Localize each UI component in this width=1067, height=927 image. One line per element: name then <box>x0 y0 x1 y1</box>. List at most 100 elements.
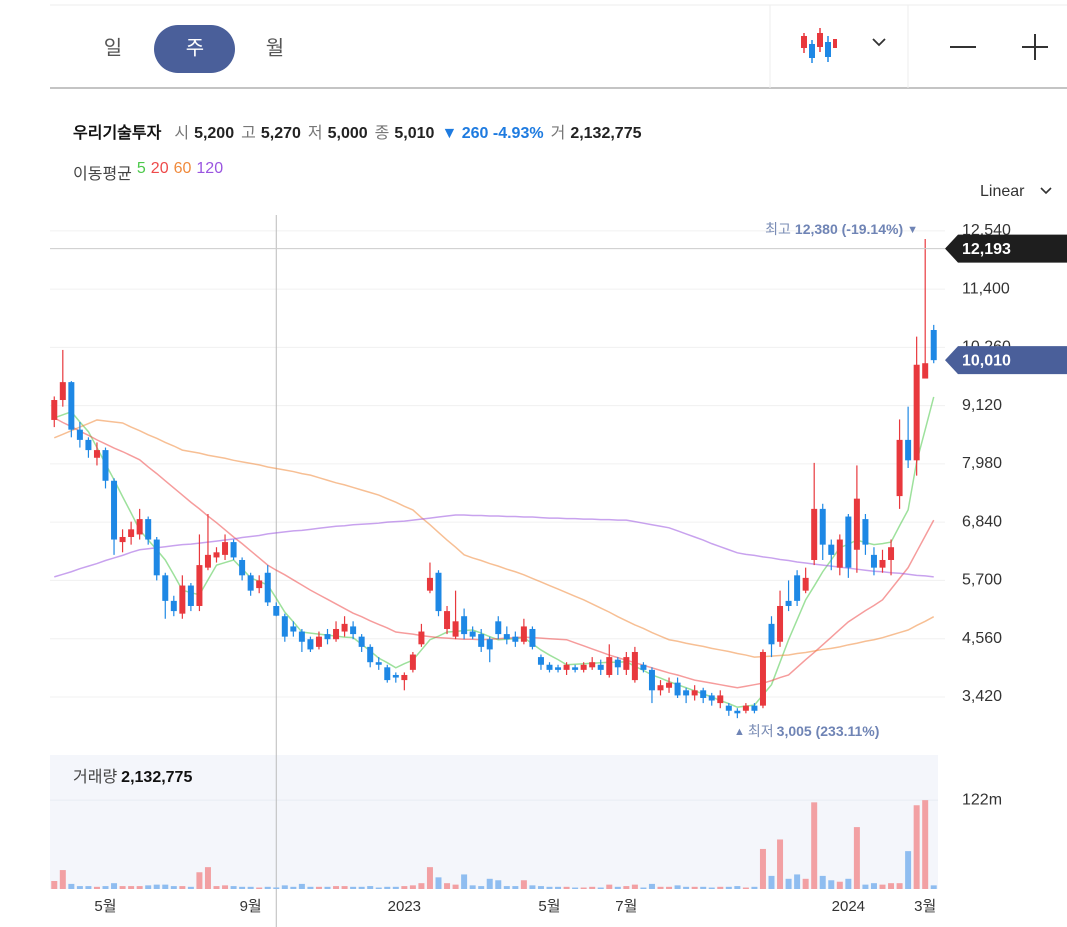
candle-body <box>409 654 416 670</box>
candle-body <box>444 611 451 629</box>
volume-bar <box>879 884 886 889</box>
stock-name: 우리기술투자 <box>73 125 162 142</box>
last-price-label: 10,010 <box>962 352 1011 369</box>
ma-legend: 이동평균 5 20 60 120 <box>73 160 223 184</box>
volume-bar <box>478 886 485 889</box>
candle-body <box>922 363 929 379</box>
icon[interactable] <box>825 42 831 57</box>
low-label: 저 <box>307 125 323 142</box>
chevron[interactable] <box>872 38 886 47</box>
y-tick-label: 11,400 <box>962 280 1010 297</box>
y-tick-label: 5,700 <box>962 572 1002 589</box>
scale-label[interactable]: Linear <box>980 183 1025 200</box>
note-marker: ▼ <box>907 224 918 236</box>
candle-body <box>367 646 374 663</box>
volume-bar <box>85 886 92 889</box>
volume-bar <box>281 885 288 889</box>
tab-month[interactable]: 월 <box>266 36 284 59</box>
candle-body <box>520 626 527 642</box>
volume-bar <box>572 887 579 889</box>
volume-bar <box>759 848 766 889</box>
tab-day[interactable]: 일 <box>104 36 122 59</box>
candle-body <box>785 600 792 606</box>
tab-label[interactable]: 일 <box>104 36 122 59</box>
icon[interactable] <box>817 33 823 47</box>
volume-bar <box>384 886 391 889</box>
candle-body <box>358 636 365 647</box>
candle-body <box>683 690 690 696</box>
volume-bar <box>307 886 314 889</box>
icon[interactable] <box>809 44 815 58</box>
candle-body <box>341 623 348 632</box>
candle-body <box>623 657 630 670</box>
candle-body <box>862 519 869 545</box>
volume-bar <box>375 887 382 889</box>
volume-bar <box>51 880 58 889</box>
volume-bar <box>768 875 775 889</box>
volume-bar <box>657 886 664 889</box>
volume-bar <box>145 885 152 889</box>
chevron[interactable] <box>1040 187 1052 195</box>
x-tick-label: 7월 <box>615 898 637 915</box>
candle-body <box>119 536 126 543</box>
candle-body <box>401 674 408 681</box>
candle-body <box>819 508 826 545</box>
volume-bar <box>836 881 843 889</box>
x-tick-label: 2023 <box>388 898 421 915</box>
volume-bar <box>862 884 869 889</box>
ma-legend-item: 120 <box>196 160 224 177</box>
volume-bar <box>734 886 741 889</box>
candle-body <box>717 695 724 704</box>
tab-week[interactable]: 주 <box>154 25 235 73</box>
volume-bar <box>691 886 698 889</box>
volume-bar <box>828 880 835 889</box>
candle-body <box>879 559 886 568</box>
tab-active-bg[interactable] <box>154 25 235 73</box>
volume-bar <box>409 885 416 889</box>
volume-bar <box>222 885 229 889</box>
icon[interactable] <box>801 36 807 48</box>
ma-line <box>53 417 935 689</box>
volume-bar <box>495 880 502 889</box>
chart-type-menu[interactable] <box>801 28 886 63</box>
note-value: 3,005 (233.11%) <box>777 723 880 739</box>
volume-bar <box>896 883 903 889</box>
icon[interactable] <box>833 39 837 48</box>
ma-line <box>54 514 934 578</box>
volume-value: 2,132,775 <box>570 125 642 142</box>
volume-bar <box>93 886 100 889</box>
close-label: 종 <box>374 125 390 142</box>
candle-body <box>307 639 314 650</box>
candle-body <box>768 623 775 645</box>
volume-bar <box>580 887 587 889</box>
ohlc-header: 우리기술투자 시 5,200 고 5,270 저 5,000 종 5,010 ▼ 260… <box>73 119 644 143</box>
candle-body <box>426 577 433 591</box>
scale-menu[interactable]: Linear <box>980 183 1052 200</box>
candle-body <box>239 559 246 576</box>
volume-bar <box>204 867 211 889</box>
zoom-in[interactable] <box>1022 34 1048 60</box>
candle-body <box>51 400 58 420</box>
candle-body <box>555 667 562 670</box>
volume-bar <box>700 886 707 889</box>
candle-body <box>350 626 357 635</box>
plot: 3,4204,5605,7006,8407,9809,12010,26011,4… <box>50 215 1067 927</box>
candle-body <box>794 575 801 601</box>
volume-bar <box>546 886 553 889</box>
volume-bar <box>683 886 690 889</box>
candle-body <box>93 450 100 458</box>
volume-bar <box>315 886 322 889</box>
tab-label[interactable]: 월 <box>266 36 284 59</box>
volume-bar <box>247 886 254 889</box>
candle-body <box>563 664 570 670</box>
candle-body <box>486 639 493 650</box>
tab-label[interactable]: 주 <box>186 37 204 59</box>
volume-bar <box>59 870 66 889</box>
candle-body <box>170 600 177 612</box>
candle-body <box>828 544 835 555</box>
candle-body <box>418 631 425 645</box>
volume-bar <box>111 883 118 889</box>
candle-body <box>802 577 809 591</box>
volume-bar <box>520 880 527 889</box>
candle-body <box>128 529 135 537</box>
